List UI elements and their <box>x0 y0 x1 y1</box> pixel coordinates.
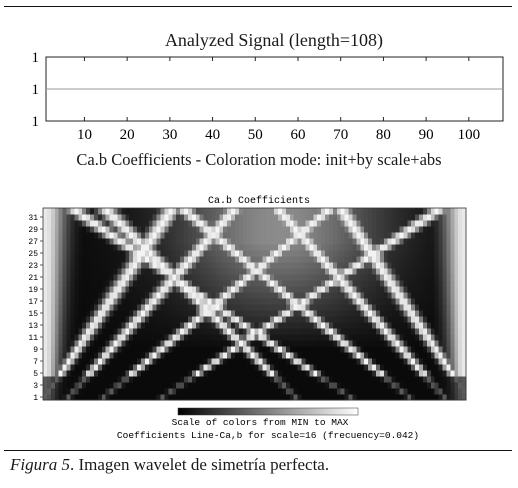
heatmap-cells <box>43 208 467 401</box>
x-tick-label: 90 <box>419 127 434 143</box>
scale-tick-label: 23 <box>28 262 38 271</box>
scalogram-inner-title: Ca.b Coefficients <box>208 195 310 207</box>
figure-label: Figura 5 <box>10 455 70 474</box>
heatmap-frame <box>42 207 467 401</box>
scale-tick-label: 19 <box>28 286 38 295</box>
scale-tick-label: 5 <box>33 370 38 379</box>
scalogram-outer-title: Ca.b Coefficients - Coloration mode: ini… <box>76 150 442 169</box>
scale-tick-label: 11 <box>28 334 38 343</box>
coeff-line-label: Coefficients Line-Ca,b for scale=16 (fre… <box>117 430 419 441</box>
scale-tick-label: 3 <box>33 382 38 391</box>
scale-tick-label: 9 <box>33 346 38 355</box>
y-tick-label: 1 <box>32 82 40 98</box>
scale-tick-label: 13 <box>28 322 38 331</box>
bottom-rule <box>4 450 512 451</box>
scale-tick-label: 1 <box>33 394 38 403</box>
scale-tick-label: 29 <box>28 226 38 235</box>
y-tick-label: 1 <box>32 50 40 66</box>
x-tick-label: 100 <box>458 127 481 143</box>
scale-tick-label: 27 <box>28 238 38 247</box>
signal-plot: 10 20 30 40 50 60 70 80 90 100 1 1 1 <box>32 50 504 143</box>
x-tick-label: 40 <box>205 127 220 143</box>
scalogram-figure: Ca.b Coefficients 3129272523211917151311… <box>28 195 467 441</box>
scale-tick-label: 21 <box>28 274 38 283</box>
figure-caption: Figura 5. Imagen wavelet de simetría per… <box>10 455 329 475</box>
x-tick-label: 10 <box>77 127 92 143</box>
caption-text: . Imagen wavelet de simetría perfecta. <box>69 455 330 474</box>
x-tick-label: 50 <box>248 127 263 143</box>
colorbar <box>177 407 359 416</box>
x-tick-label: 60 <box>290 127 305 143</box>
signal-chart-title: Analyzed Signal (length=108) <box>164 30 384 50</box>
scale-tick-label: 15 <box>28 310 38 319</box>
scale-tick-label: 31 <box>28 214 38 223</box>
x-tick-label: 30 <box>162 127 177 143</box>
scale-tick-label: 7 <box>33 358 38 367</box>
scale-tick-label: 17 <box>28 298 38 307</box>
scale-tick-label: 25 <box>28 250 38 259</box>
x-tick-label: 70 <box>333 127 348 143</box>
signal-chart: 10 20 30 40 50 60 70 80 90 100 1 1 1 <box>32 50 504 143</box>
x-tick-label: 20 <box>120 127 135 143</box>
y-tick-label: 1 <box>32 114 40 130</box>
colorbar-label: Scale of colors from MIN to MAX <box>172 417 349 428</box>
x-tick-label: 80 <box>376 127 391 143</box>
top-rule <box>4 6 512 7</box>
